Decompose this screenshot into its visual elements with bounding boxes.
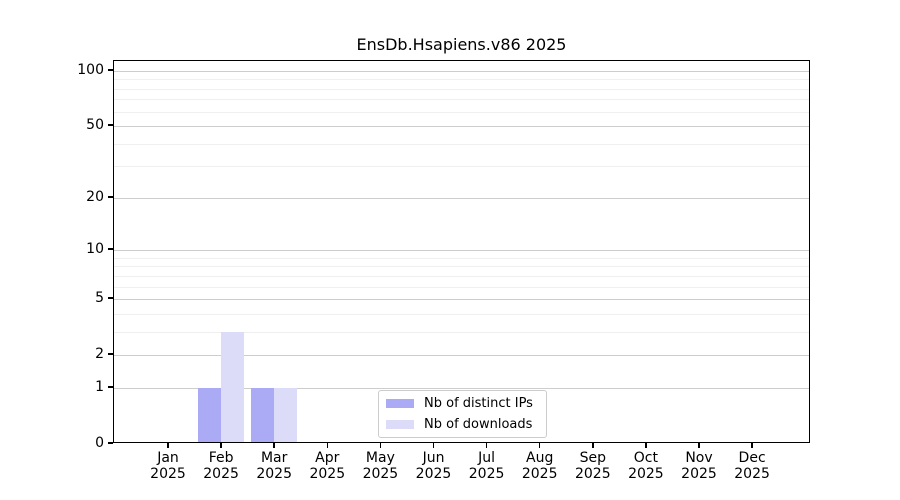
legend-item-nb-of-distinct-ips: Nb of distinct IPs [386,395,538,412]
x-tick-label-feb: Feb 2025 [203,450,239,482]
legend: Nb of distinct IPs Nb of downloads [378,390,547,438]
gridline-minor [114,79,809,81]
x-tick-label-jun: Jun 2025 [415,450,452,482]
x-tick-mark [592,443,594,448]
legend-label: Nb of distinct IPs [424,396,533,411]
gridline-minor [114,331,809,333]
gridline-major [114,70,809,72]
x-tick-mark [698,443,700,448]
y-tick-mark [108,69,113,71]
plot-area [113,60,810,443]
x-tick-label-mar: Mar 2025 [256,450,292,482]
gridline-minor [114,88,809,90]
x-tick-label-sep: Sep 2025 [574,450,611,482]
y-tick-label: 2 [95,346,104,363]
gridline-minor [114,257,809,259]
gridline-major [114,387,809,389]
bar-nb-of-distinct-ips [250,387,274,443]
gridline-minor [114,166,809,168]
x-tick-mark [485,443,488,448]
x-tick-label-nov: Nov 2025 [681,450,717,482]
gridline-major [114,126,809,128]
x-tick-label-aug: Aug 2025 [521,450,558,482]
y-tick-mark [108,442,113,444]
gridline-minor [114,286,809,288]
gridline-minor [114,99,809,101]
bar-nb-of-downloads [220,331,244,443]
bar-nb-of-distinct-ips [197,387,221,443]
y-tick-mark [108,196,113,198]
x-tick-mark [751,443,753,448]
x-tick-mark [167,443,169,448]
gridline-minor [114,313,809,315]
nb-of-downloads-swatch-icon [386,420,414,429]
bar-nb-of-downloads [273,387,297,443]
gridline-major [114,197,809,199]
y-tick-label: 1 [95,378,104,395]
x-tick-mark [220,443,222,448]
y-tick-label: 0 [95,435,104,451]
y-tick-label: 100 [77,61,104,78]
x-tick-mark [326,443,329,448]
x-tick-label-oct: Oct 2025 [628,450,664,482]
legend-label: Nb of downloads [424,417,533,432]
y-tick-label: 10 [86,241,104,258]
x-tick-mark [538,443,541,448]
x-tick-label-apr: Apr 2025 [309,450,346,482]
x-tick-label-jan: Jan 2025 [150,450,186,482]
legend-item-nb-of-downloads: Nb of downloads [386,416,538,433]
gridline-minor [114,111,809,113]
y-tick-label: 20 [86,188,104,205]
x-tick-mark [273,443,275,448]
gridline-minor [114,266,809,268]
y-tick-label: 5 [95,290,104,307]
gridline-minor [114,275,809,277]
y-tick-mark [108,124,113,126]
gridline-major [114,250,809,252]
y-tick-mark [108,353,113,355]
y-tick-mark [108,248,113,250]
gridline-major [114,355,809,357]
chart-title: EnsDb.Hsapiens.v86 2025 [356,35,567,54]
x-tick-label-dec: Dec 2025 [734,450,770,482]
y-tick-mark [108,297,113,299]
x-tick-mark [645,443,647,448]
x-tick-mark [379,443,382,448]
y-tick-mark [108,386,113,388]
y-tick-label: 50 [86,117,104,134]
gridline-major [114,299,809,301]
x-tick-label-jul: Jul 2025 [468,450,505,482]
nb-of-distinct-ips-swatch-icon [386,399,414,408]
gridline-minor [114,143,809,145]
x-tick-label-may: May 2025 [362,450,399,482]
x-tick-mark [432,443,435,448]
